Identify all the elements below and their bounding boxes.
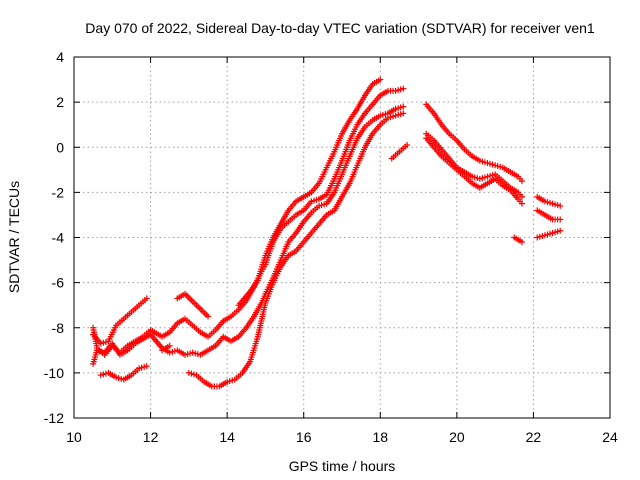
x-tick-label: 12: [143, 429, 159, 445]
x-tick-label: 14: [219, 429, 235, 445]
y-tick-label: 4: [56, 49, 64, 65]
data-point: [557, 216, 564, 223]
x-tick-label: 16: [296, 429, 312, 445]
data-point: [400, 103, 407, 110]
data-point: [518, 239, 525, 246]
y-tick-label: -12: [44, 410, 64, 426]
x-tick-label: 24: [602, 429, 618, 445]
data-point: [518, 178, 525, 185]
data-point: [205, 313, 211, 320]
x-tick-label: 10: [66, 429, 82, 445]
chart-title: Day 070 of 2022, Sidereal Day-to-day VTE…: [85, 20, 595, 36]
data-point: [377, 76, 384, 83]
data-point: [166, 342, 173, 349]
y-tick-label: 0: [56, 139, 64, 155]
x-tick-label: 20: [449, 429, 465, 445]
y-tick-label: -6: [52, 275, 65, 291]
y-tick-label: -10: [44, 365, 64, 381]
data-point: [518, 200, 525, 207]
series-track-c: [90, 103, 564, 367]
data-point: [557, 227, 564, 234]
data-point: [400, 110, 407, 117]
grid: [74, 57, 610, 418]
series-track-b: [90, 85, 564, 358]
y-tick-label: -4: [52, 230, 65, 246]
x-tick-label: 22: [526, 429, 542, 445]
x-tick-label: 18: [372, 429, 388, 445]
x-axis-label: GPS time / hours: [289, 458, 396, 474]
data-point: [400, 85, 407, 92]
data-point: [518, 193, 525, 200]
y-axis-label: SDTVAR / TECUs: [6, 181, 22, 293]
series-track-d: [97, 110, 411, 390]
data-point: [143, 295, 150, 302]
y-tick-label: -8: [52, 320, 65, 336]
series-track-a: [90, 76, 564, 347]
data-marks: [90, 76, 564, 390]
y-tick-label: -2: [52, 184, 65, 200]
data-point: [143, 363, 150, 370]
y-tick-label: 2: [56, 94, 64, 110]
data-point: [557, 202, 564, 209]
data-point: [404, 141, 411, 148]
